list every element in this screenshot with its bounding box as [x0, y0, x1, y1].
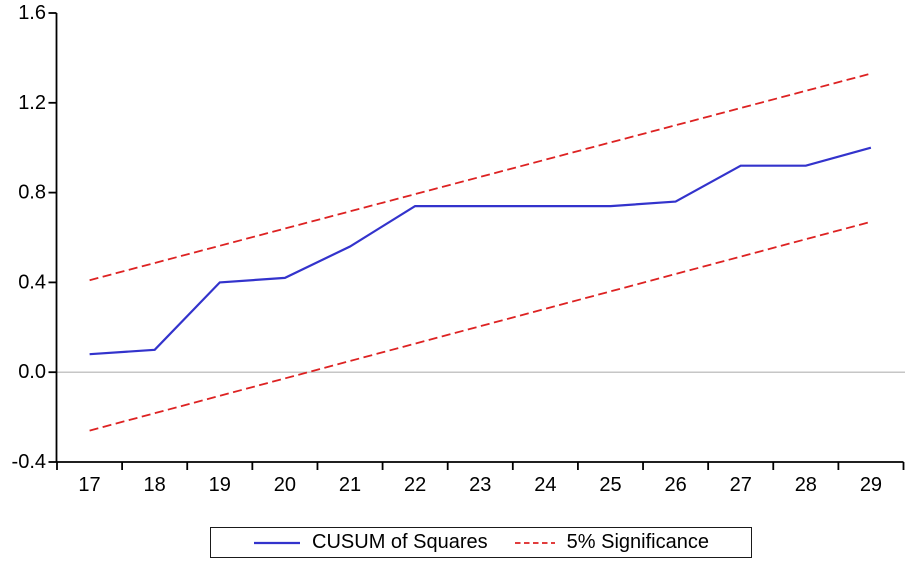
x-axis-tick-label: 26	[664, 474, 686, 496]
cusum-line-icon	[254, 541, 301, 544]
significance-dashed-line-icon	[514, 541, 555, 544]
legend-item-significance: 5% Significance	[514, 531, 709, 554]
x-axis-tick-label: 23	[469, 474, 491, 496]
y-axis-tick-label: 0.8	[18, 182, 46, 204]
cusum-of-squares-line	[89, 146, 872, 356]
y-axis-tick-label: 1.2	[18, 92, 46, 114]
chart-legend: CUSUM of Squares 5% Significance	[210, 527, 752, 558]
x-axis-tick-label: 20	[274, 474, 296, 496]
x-axis-tick-label: 21	[339, 474, 361, 496]
5-significance-upper-band-line	[89, 72, 872, 282]
y-axis-tick-label: 0.4	[18, 271, 46, 293]
5-significance-lower-band-line	[89, 220, 872, 432]
x-axis-tick-label: 29	[860, 474, 882, 496]
x-axis-tick-label: 27	[730, 474, 752, 496]
y-axis-tick-label: -0.4	[12, 451, 46, 473]
x-axis-tick-label: 19	[209, 474, 231, 496]
x-axis-tick-label: 18	[144, 474, 166, 496]
legend-item-cusum: CUSUM of Squares	[253, 531, 488, 554]
x-axis-tick-label: 28	[795, 474, 817, 496]
x-axis-tick-label: 17	[78, 474, 100, 496]
x-axis-tick-label: 24	[534, 474, 556, 496]
legend-label-cusum: CUSUM of Squares	[312, 531, 488, 553]
legend-label-significance: 5% Significance	[566, 531, 709, 553]
x-axis-tick-label: 25	[599, 474, 621, 496]
y-axis-tick-label: 1.6	[18, 2, 46, 24]
y-axis-tick-label: 0.0	[18, 361, 46, 383]
x-axis-tick-label: 22	[404, 474, 426, 496]
